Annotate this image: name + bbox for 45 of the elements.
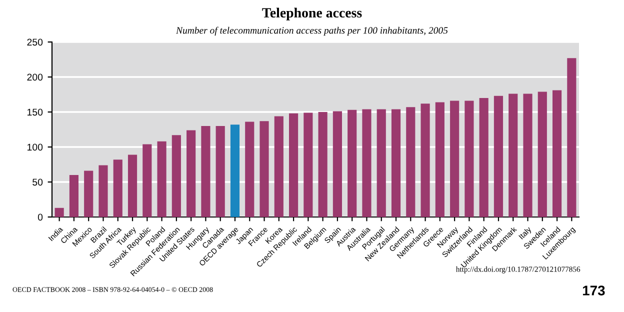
bar [260,121,269,217]
bar [304,112,313,217]
bar [54,208,64,217]
y-tick-label: 150 [27,108,43,116]
bar [508,94,518,217]
bar [128,154,138,217]
bar [435,102,444,217]
bar [348,110,357,217]
bar [318,112,328,217]
bar [567,58,576,217]
y-tick-label: 50 [32,178,43,186]
bar [201,126,210,217]
bar [172,135,181,217]
bar [332,111,342,217]
y-tick-label: 200 [27,74,43,81]
bar [245,122,254,217]
bar [142,144,152,217]
bar [479,98,488,217]
bar [406,107,416,217]
bar [552,90,562,217]
bar [538,92,547,217]
bar [420,104,430,217]
bar [494,96,504,217]
bar [84,170,94,217]
y-tick-label: 250 [27,38,43,46]
bar [362,109,372,217]
text: 173 [582,286,605,296]
bar [113,160,122,217]
bar [391,109,401,217]
bar [216,126,225,217]
bar [98,165,108,217]
y-tick-label: 100 [27,144,43,151]
chart-subtitle: Number of telecommunication access paths per 100 inhabitants, 2005 [176,26,448,36]
bar [450,100,460,217]
y-tick-label: 0 [38,214,43,221]
bar [186,130,196,217]
bar [157,141,166,217]
bar [274,116,284,217]
chart-title: Telephone access [262,8,362,20]
bar [464,100,474,217]
bar [376,109,386,217]
bar [523,94,532,217]
bar [289,113,298,217]
bar [230,124,240,217]
bar [69,175,78,217]
